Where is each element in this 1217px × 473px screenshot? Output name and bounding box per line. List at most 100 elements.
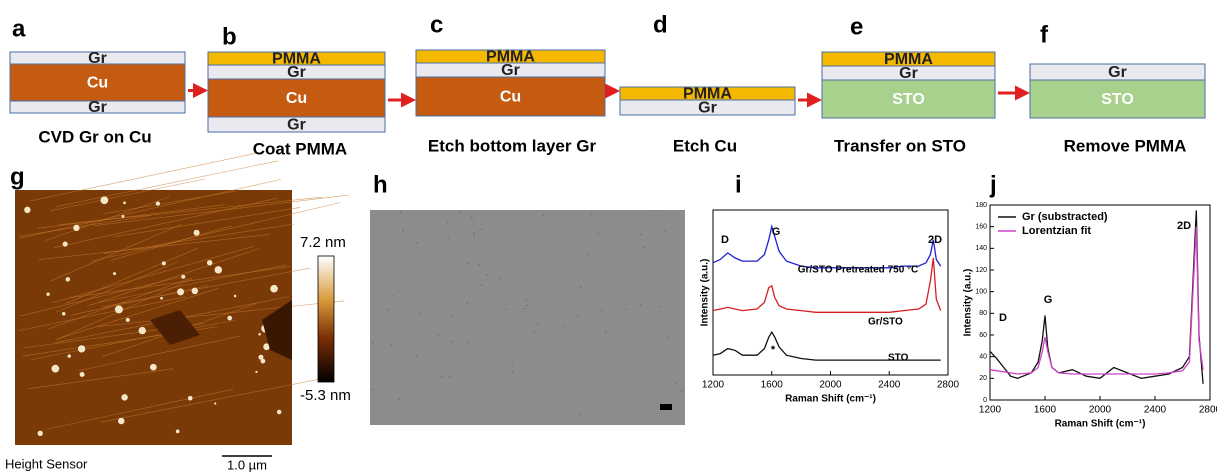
sem-speck	[577, 315, 579, 317]
step-caption: Etch bottom layer Gr	[428, 136, 597, 155]
sem-speck	[532, 399, 534, 401]
sem-speck	[481, 284, 483, 286]
peak-label: G	[1044, 294, 1053, 306]
sem-speck	[655, 215, 657, 217]
panel-letter: h	[373, 171, 388, 198]
afm-particle	[122, 215, 125, 218]
afm-particle	[188, 396, 193, 401]
scale-label: 1.0 µm	[227, 457, 267, 472]
afm-particle	[214, 402, 216, 404]
y-tick-label: 60	[979, 332, 987, 339]
afm-particle	[123, 201, 126, 204]
afm-particle	[227, 316, 232, 321]
step-caption: CVD Gr on Cu	[38, 127, 151, 146]
layer-label: Gr	[287, 117, 306, 134]
sem-speck	[675, 383, 677, 385]
sem-speck	[562, 325, 564, 327]
y-tick-label: 80	[979, 310, 987, 317]
layer-label: Gr	[88, 99, 107, 116]
sem-speck	[640, 234, 642, 236]
sem-speck	[580, 414, 582, 416]
series-label: Gr/STO	[868, 317, 903, 328]
x-tick-label: 2000	[819, 380, 842, 391]
sem-speck	[478, 264, 480, 266]
sem-speck	[580, 287, 582, 289]
sem-speck	[681, 390, 683, 392]
sem-speck	[468, 341, 470, 343]
sem-speck	[542, 215, 544, 217]
sem-speck	[598, 233, 600, 235]
afm-particle	[121, 394, 127, 400]
afm-particle	[277, 410, 281, 414]
colorbar	[318, 256, 334, 382]
x-tick-label: 2400	[878, 380, 901, 391]
afm-particle	[113, 272, 116, 275]
sem-speck	[587, 254, 589, 256]
afm-particle	[139, 327, 146, 334]
peak-label: D	[721, 234, 729, 246]
sem-speck	[523, 308, 525, 310]
afm-particle	[162, 261, 166, 265]
afm-particle	[51, 365, 59, 373]
x-tick-label: 2800	[937, 380, 960, 391]
x-tick-label: 1200	[979, 405, 1002, 416]
afm-particle	[73, 225, 79, 231]
colorbar-label: -5.3 nm	[300, 387, 351, 404]
panel-letter: j	[989, 171, 997, 198]
afm-particle	[66, 277, 71, 282]
step-caption: Remove PMMA	[1064, 136, 1187, 155]
afm-particle	[207, 260, 213, 266]
afm-particle	[38, 431, 43, 436]
sem-speck	[605, 331, 607, 333]
panel-letter: f	[1040, 21, 1049, 48]
afm-particle	[150, 364, 157, 371]
panel-letter: e	[850, 13, 863, 40]
step-caption: Etch Cu	[673, 136, 737, 155]
sem-speck	[481, 228, 483, 230]
x-tick-label: 1200	[702, 380, 725, 391]
sem-speck	[505, 308, 507, 310]
sem-speck	[402, 230, 404, 232]
afm-particle	[24, 207, 30, 213]
sem-speck	[372, 389, 374, 391]
x-tick-label: 2400	[1144, 405, 1167, 416]
x-tick-label: 2800	[1199, 405, 1217, 416]
panel-letter: c	[430, 11, 443, 38]
afm-particle	[261, 359, 266, 364]
peak-label: 2D	[928, 234, 942, 246]
afm-particle	[115, 305, 123, 313]
x-tick-label: 1600	[761, 380, 784, 391]
layer-label: Cu	[87, 75, 108, 92]
sem-speck	[534, 331, 536, 333]
sem-speck	[451, 316, 453, 318]
afm-particle	[176, 430, 180, 434]
afm-particle	[118, 418, 125, 425]
afm-particle	[160, 297, 163, 300]
layer-label: STO	[892, 91, 925, 108]
afm-particle	[62, 312, 66, 316]
y-tick-label: 20	[979, 375, 987, 382]
layer-label: Cu	[500, 89, 521, 106]
y-tick-label: 0	[983, 397, 987, 404]
colorbar-label: 7.2 nm	[300, 234, 346, 251]
series-label: Gr/STO Pretreated 750 °C	[798, 265, 919, 276]
sem-panel: h	[370, 171, 685, 425]
sem-speck	[591, 214, 593, 216]
afm-particle	[63, 241, 68, 246]
sem-speck	[451, 341, 453, 343]
sem-speck	[665, 230, 667, 232]
x-axis-label: Raman Shift (cm⁻¹)	[785, 394, 876, 405]
afm-particle	[68, 354, 71, 357]
sem-speck	[459, 211, 461, 213]
sem-speck	[512, 371, 514, 373]
sem-speck	[659, 306, 661, 308]
sem-speck	[526, 300, 528, 302]
sem-speck	[391, 344, 393, 346]
sem-speck	[601, 309, 603, 311]
sem-speck	[471, 217, 473, 219]
afm-particle	[255, 371, 257, 373]
peak-label: *	[771, 344, 776, 356]
sem-speck	[643, 246, 645, 248]
y-axis-label: Intensity (a.u.)	[963, 269, 974, 337]
